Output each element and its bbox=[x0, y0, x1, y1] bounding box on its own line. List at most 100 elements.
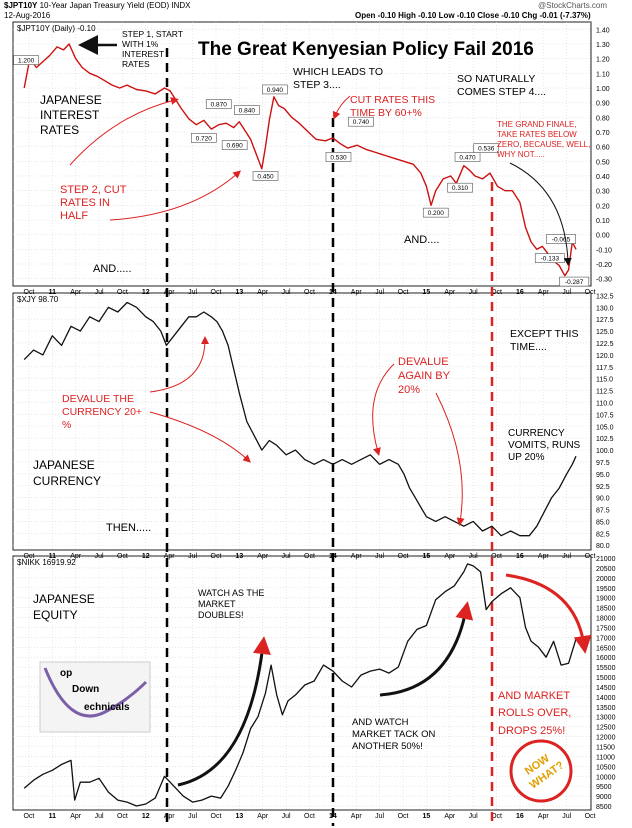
header-quote: Open -0.10 High -0.10 Low -0.10 Close -0… bbox=[355, 11, 591, 20]
annotation-japanese-equity: JAPANESE EQUITY bbox=[33, 592, 95, 622]
x-tick-label: 16 bbox=[516, 813, 524, 820]
annotation-rolls-over: AND MARKET ROLLS OVER, DROPS 25%! bbox=[498, 690, 571, 737]
y-tick-label: 19000 bbox=[596, 596, 616, 603]
svg-text:0.536: 0.536 bbox=[478, 146, 495, 153]
x-tick-label: Oct bbox=[23, 289, 34, 296]
x-tick-label: Oct bbox=[23, 553, 34, 560]
annotation-tack-on-50: AND WATCH MARKET TACK ON ANOTHER 50%! bbox=[352, 717, 436, 752]
y-tick-label: 105.0 bbox=[596, 424, 614, 431]
x-tick-label: Apr bbox=[164, 553, 176, 560]
yield-value-label: 0.450 bbox=[252, 171, 279, 181]
x-tick-label: Oct bbox=[585, 813, 596, 820]
svg-text:0.940: 0.940 bbox=[267, 87, 284, 94]
y-tick-label: 0.10 bbox=[596, 218, 610, 225]
x-tick-label: Oct bbox=[398, 553, 409, 560]
svg-text:-0.133: -0.133 bbox=[541, 256, 560, 263]
y-tick-label: 10500 bbox=[596, 764, 616, 771]
svg-text:-0.065: -0.065 bbox=[552, 237, 571, 244]
axis-ticks: 1.40 1.30 1.20 1.10 1.00 0.90 0.80 0.70 0.60 0.50… bbox=[23, 27, 615, 820]
yield-value-label: 0.840 bbox=[234, 105, 260, 115]
header-symbol: $JPT10Y bbox=[4, 1, 38, 10]
x-tick-label: Oct bbox=[23, 813, 34, 820]
annotation-step-2: STEP 2, CUT RATES IN HALF bbox=[60, 184, 127, 222]
svg-text:0.740: 0.740 bbox=[353, 119, 370, 126]
x-tick-label: Apr bbox=[351, 813, 363, 820]
y-tick-label: 1.10 bbox=[596, 71, 610, 78]
y-tick-label: 122.5 bbox=[596, 341, 614, 348]
x-tick-label: 16 bbox=[516, 553, 524, 560]
yield-value-label: 0.536 bbox=[473, 143, 500, 153]
tack-on-arrow bbox=[379, 601, 474, 697]
x-tick-label: 12 bbox=[142, 289, 150, 296]
rolls-over-arrow bbox=[505, 573, 592, 654]
x-tick-label: 12 bbox=[142, 553, 150, 560]
annotation-and-2: AND.... bbox=[404, 234, 439, 246]
x-tick-label: 12 bbox=[142, 813, 150, 820]
y-tick-label: 117.5 bbox=[596, 365, 613, 372]
y-tick-label: -0.10 bbox=[596, 247, 612, 254]
x-tick-label: Oct bbox=[491, 289, 502, 296]
currency-panel-frame bbox=[12, 292, 592, 551]
yield-value-label: -0.065 bbox=[546, 234, 576, 244]
y-tick-label: 20000 bbox=[596, 576, 616, 583]
x-tick-label: Jul bbox=[282, 289, 291, 296]
x-tick-label: Apr bbox=[164, 813, 176, 820]
x-tick-label: Jul bbox=[282, 813, 291, 820]
x-tick-label: Jul bbox=[95, 289, 104, 296]
x-tick-label: Jul bbox=[95, 553, 104, 560]
x-tick-label: Oct bbox=[585, 289, 596, 296]
x-tick-label: Jul bbox=[562, 813, 571, 820]
x-tick-label: Oct bbox=[117, 553, 128, 560]
y-tick-label: 19500 bbox=[596, 586, 616, 593]
annotation-except-this-time: EXCEPT THIS TIME.... bbox=[510, 328, 578, 353]
x-tick-label: Apr bbox=[444, 289, 456, 296]
y-tick-label: 20500 bbox=[596, 566, 616, 573]
y-tick-label: 87.5 bbox=[596, 508, 610, 515]
y-tick-label: 130.0 bbox=[596, 305, 614, 312]
yield-value-label: 0.870 bbox=[205, 99, 232, 109]
devalue-again-arrow-left bbox=[372, 363, 395, 456]
y-tick-label: 12500 bbox=[596, 725, 616, 732]
y-tick-label: 0.00 bbox=[596, 233, 610, 240]
yield-data-labels: 1.200 0.870 0.720 0.840 0.690 0.940 0.450 0.740… bbox=[13, 55, 590, 287]
yield-value-label: -0.287 bbox=[559, 276, 590, 287]
svg-text:0.840: 0.840 bbox=[239, 107, 256, 114]
x-tick-label: Jul bbox=[188, 553, 197, 560]
logo-text-2: Down bbox=[72, 684, 99, 695]
y-tick-label: 100.0 bbox=[596, 448, 614, 455]
x-tick-label: 15 bbox=[422, 553, 430, 560]
x-tick-label: Apr bbox=[538, 813, 550, 820]
svg-text:1.200: 1.200 bbox=[18, 58, 35, 65]
y-tick-label: -0.20 bbox=[596, 262, 612, 269]
devalue-arrow-lower bbox=[149, 411, 251, 463]
currency-series-line bbox=[23, 301, 577, 537]
now-what-badge bbox=[509, 739, 573, 803]
y-tick-label: 110.0 bbox=[596, 400, 613, 407]
y-tick-label: -0.30 bbox=[596, 277, 612, 284]
logo-text-3: echnicals bbox=[84, 702, 130, 713]
yield-value-label: 0.940 bbox=[262, 84, 288, 95]
annotation-step-1: STEP 1, START WITH 1% INTEREST RATES bbox=[122, 29, 183, 69]
svg-text:0.720: 0.720 bbox=[196, 135, 213, 142]
svg-text:0.470: 0.470 bbox=[459, 154, 476, 161]
y-tick-label: 11500 bbox=[596, 745, 615, 752]
annotation-devalue-20: DEVALUE THE CURRENCY 20+% bbox=[62, 393, 142, 431]
y-tick-label: 16000 bbox=[596, 655, 616, 662]
logo-text-1: op bbox=[60, 668, 72, 679]
y-tick-label: 0.50 bbox=[596, 159, 610, 166]
header-watermark: @StockCharts.com bbox=[538, 1, 608, 10]
yield-value-label: 0.530 bbox=[325, 152, 352, 162]
y-tick-label: 18500 bbox=[596, 606, 616, 613]
cut-60-arrow bbox=[332, 95, 351, 120]
x-tick-label: Jul bbox=[188, 289, 197, 296]
annotation-devalue-again: DEVALUE AGAIN BY 20% bbox=[398, 356, 451, 396]
x-tick-label: Jul bbox=[562, 289, 571, 296]
step-2-arrow-upper bbox=[69, 97, 179, 166]
x-tick-label: Oct bbox=[211, 289, 222, 296]
yield-value-label: 0.720 bbox=[190, 133, 217, 143]
y-tick-label: 92.5 bbox=[596, 484, 610, 491]
top-down-technicals-logo: op Down echnicals bbox=[39, 661, 151, 733]
y-tick-label: 125.0 bbox=[596, 329, 614, 336]
